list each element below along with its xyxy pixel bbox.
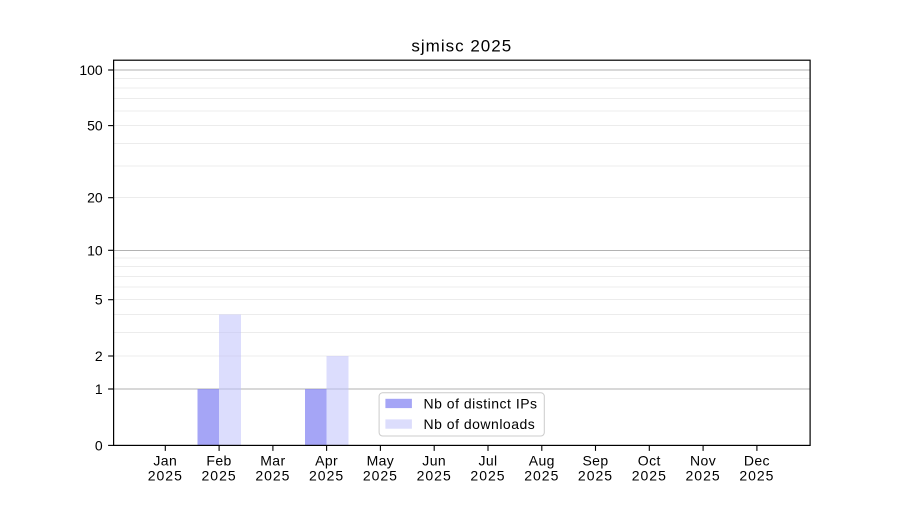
svg-text:Nov: Nov: [690, 453, 716, 469]
svg-text:May: May: [367, 453, 395, 469]
svg-text:Dec: Dec: [744, 453, 770, 469]
svg-text:2025: 2025: [309, 467, 344, 483]
svg-text:Mar: Mar: [260, 453, 285, 469]
svg-text:2025: 2025: [524, 467, 559, 483]
svg-text:5: 5: [95, 292, 103, 308]
svg-text:2025: 2025: [363, 467, 398, 483]
svg-text:2025: 2025: [202, 467, 237, 483]
svg-text:2025: 2025: [148, 467, 183, 483]
svg-text:Nb of downloads: Nb of downloads: [424, 416, 536, 432]
svg-text:100: 100: [79, 62, 103, 78]
svg-text:20: 20: [87, 190, 103, 206]
svg-text:2025: 2025: [470, 467, 505, 483]
svg-text:1: 1: [95, 381, 103, 397]
svg-text:Jul: Jul: [478, 453, 497, 469]
svg-text:Aug: Aug: [529, 453, 555, 469]
svg-text:Jan: Jan: [153, 453, 177, 469]
svg-text:2025: 2025: [686, 467, 721, 483]
svg-text:2025: 2025: [417, 467, 452, 483]
svg-text:sjmisc 2025: sjmisc 2025: [411, 36, 512, 55]
svg-text:2025: 2025: [632, 467, 667, 483]
svg-text:Sep: Sep: [582, 453, 608, 469]
svg-text:2: 2: [95, 348, 103, 364]
svg-text:2025: 2025: [739, 467, 774, 483]
svg-text:2025: 2025: [255, 467, 290, 483]
svg-text:10: 10: [87, 242, 103, 258]
svg-text:50: 50: [87, 118, 103, 134]
svg-text:2025: 2025: [578, 467, 613, 483]
svg-text:Feb: Feb: [206, 453, 231, 469]
svg-text:Apr: Apr: [315, 453, 338, 469]
svg-text:0: 0: [95, 437, 103, 453]
svg-text:Jun: Jun: [422, 453, 446, 469]
svg-text:Oct: Oct: [638, 453, 661, 469]
svg-text:Nb of distinct IPs: Nb of distinct IPs: [424, 395, 538, 411]
